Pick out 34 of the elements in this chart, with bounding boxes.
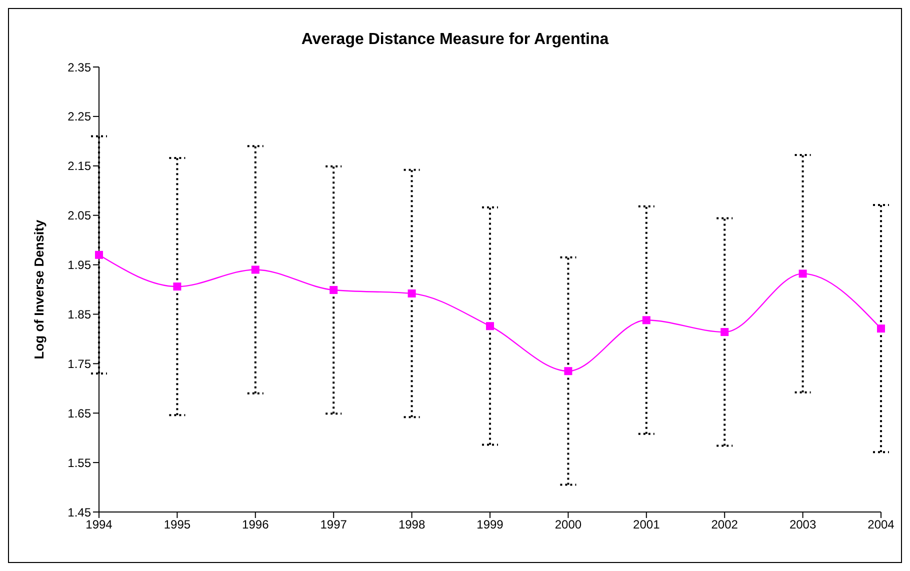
x-tick-label: 1997 — [320, 518, 348, 532]
point — [798, 270, 807, 278]
y-tick-label: 2.05 — [68, 208, 92, 223]
x-tick-label: 2002 — [711, 518, 738, 532]
y-tick-label: 1.55 — [68, 456, 92, 470]
chart-title: Average Distance Measure for Argentina — [300, 31, 610, 49]
y-tick-label: 1.85 — [68, 307, 92, 322]
x-tick-label: 1998 — [398, 518, 426, 532]
point — [564, 367, 572, 376]
point — [95, 250, 103, 259]
x-tick-label: 2003 — [789, 518, 816, 532]
point — [486, 322, 494, 330]
y-tick-label: 1.95 — [68, 258, 92, 272]
x-tick-label: 2004 — [868, 518, 895, 532]
x-tick-label: 1999 — [476, 518, 504, 532]
point — [173, 282, 182, 291]
x-tick-label: 2001 — [633, 518, 660, 532]
y-tick-label: 1.65 — [68, 406, 92, 420]
point — [877, 324, 885, 333]
y-tick-label: 2.35 — [68, 60, 92, 74]
point — [330, 286, 338, 294]
point — [251, 266, 260, 274]
x-tick-label: 1994 — [86, 518, 113, 532]
y-tick-label: 1.45 — [68, 505, 92, 520]
point — [642, 316, 650, 324]
y-tick-label: 1.75 — [68, 356, 92, 371]
x-tick-label: 1995 — [164, 518, 191, 532]
y-axis-title: Log of Inverse Density — [32, 219, 47, 360]
x-tick-label: 2000 — [554, 518, 582, 532]
y-tick-label: 2.15 — [68, 159, 92, 174]
y-tick-label: 2.25 — [68, 110, 92, 124]
x-tick-label: 1996 — [242, 518, 270, 532]
point — [408, 289, 416, 298]
point — [720, 328, 729, 336]
